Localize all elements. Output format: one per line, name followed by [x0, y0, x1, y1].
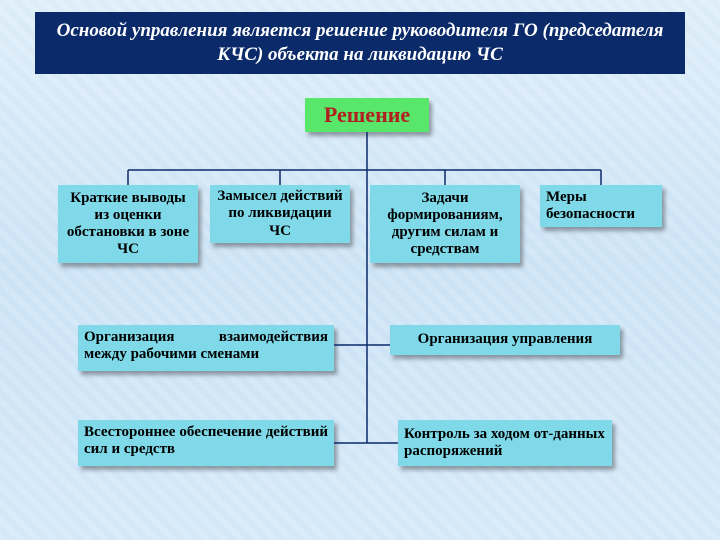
node-interaction: Организация взаимодействия между рабочим… — [78, 325, 334, 371]
node-label: Краткие выводы из оценки обстановки в зо… — [64, 190, 192, 259]
node-label: Организация взаимодействия между рабочим… — [84, 329, 328, 362]
title-bar: Основой управления является решение руко… — [35, 12, 685, 74]
node-safety: Меры безопасности — [540, 185, 662, 227]
node-management: Организация управления — [390, 325, 620, 355]
node-label: Всестороннее обеспечение действий сил и … — [84, 424, 328, 457]
title-text: Основой управления является решение руко… — [43, 19, 677, 67]
root-node: Решение — [305, 98, 429, 132]
node-label: Меры безопасности — [546, 189, 656, 224]
node-brief-conclusions: Краткие выводы из оценки обстановки в зо… — [58, 185, 198, 263]
slide: Основой управления является решение руко… — [0, 0, 720, 540]
node-label: Замысел действий по ликвидации ЧС — [216, 188, 344, 240]
node-control: Контроль за ходом от-данных распоряжений — [398, 420, 612, 466]
node-label: Организация управления — [418, 331, 593, 348]
root-label: Решение — [324, 102, 410, 127]
node-label: Задачи формированиям, другим силам и сре… — [376, 190, 514, 259]
node-support: Всестороннее обеспечение действий сил и … — [78, 420, 334, 466]
node-label: Контроль за ходом от-данных распоряжений — [404, 426, 606, 461]
node-action-plan: Замысел действий по ликвидации ЧС — [210, 185, 350, 243]
node-tasks: Задачи формированиям, другим силам и сре… — [370, 185, 520, 263]
